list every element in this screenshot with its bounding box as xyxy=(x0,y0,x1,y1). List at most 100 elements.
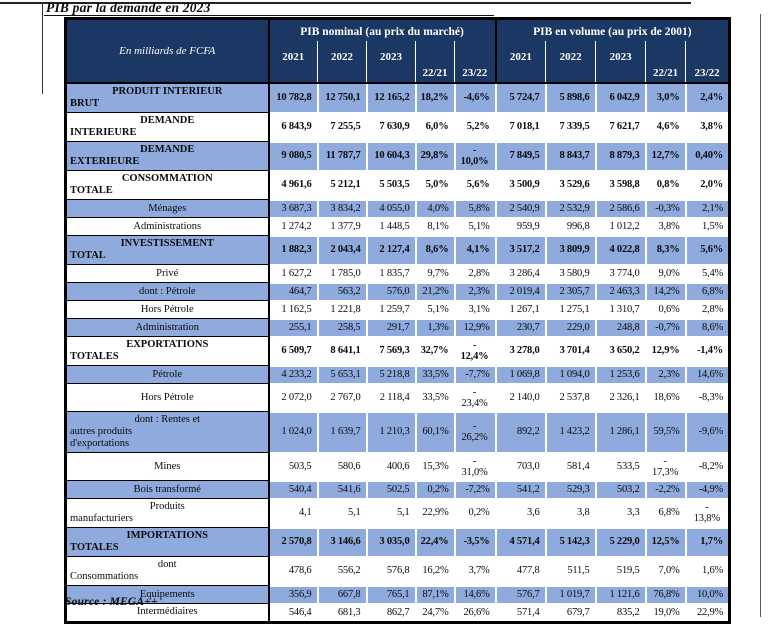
value-cell: 248,8 xyxy=(594,317,647,338)
value-cell: -7,7% xyxy=(453,364,497,385)
value-cell: 681,3 xyxy=(316,602,368,623)
value-cell: 229,0 xyxy=(544,317,597,338)
value-cell: 3,8 xyxy=(544,497,597,529)
row-label: Ménages xyxy=(65,199,270,218)
value-cell: 5 653,1 xyxy=(316,364,368,385)
value-cell: -4,9% xyxy=(684,479,731,500)
value-cell: 22,4% xyxy=(414,526,456,558)
value-cell: 576,8 xyxy=(365,555,417,587)
value-cell: 576,7 xyxy=(494,584,547,605)
value-cell: 1 448,5 xyxy=(365,216,417,237)
row-label-line: TOTALES xyxy=(70,351,119,362)
value-cell: 5 503,5 xyxy=(365,169,417,201)
row-label: Equipements xyxy=(65,585,270,604)
value-cell: 959,9 xyxy=(494,216,547,237)
value-cell: 529,3 xyxy=(544,479,597,500)
value-cell: 5,4% xyxy=(684,263,731,284)
value-cell: -0,3% xyxy=(644,198,687,219)
row-label-line: Hors Pétrole xyxy=(140,391,194,403)
value-cell: 9,0% xyxy=(644,263,687,284)
value-cell: 5,0% xyxy=(414,169,456,201)
row-label-line: Consommations xyxy=(70,571,139,582)
year-column-header: 2021 xyxy=(494,41,546,84)
value-cell: 4 022,8 xyxy=(594,234,647,266)
value-cell: 5,1% xyxy=(414,299,456,320)
value-cell: 3,8% xyxy=(644,216,687,237)
table-row: dont : Pétrole 464,7 563,2 576,0 21,2% 2,3% 2 … xyxy=(65,281,731,302)
row-label-line: autres produits xyxy=(70,426,133,437)
row-label: Administration xyxy=(65,318,270,337)
table-row: DEMANDE INTERIEURE 6 843,9 7 255,5 7 630,9 6,… xyxy=(65,111,731,143)
year-column-header: 2022 xyxy=(545,41,596,84)
value-cell: 4,1 xyxy=(267,497,319,529)
row-label-line: TOTAL xyxy=(70,250,106,261)
row-label: Mines xyxy=(65,452,270,481)
value-cell: 4 571,4 xyxy=(494,526,547,558)
value-cell: 1 274,2 xyxy=(267,216,319,237)
value-cell: 3 035,0 xyxy=(365,526,417,558)
row-label: CONSOMMATION TOTALE xyxy=(65,170,270,200)
value-cell: 2 540,9 xyxy=(494,198,547,219)
value-cell: 3 529,6 xyxy=(544,169,597,201)
value-cell: 4,6% xyxy=(644,111,687,143)
value-cell: 2,8% xyxy=(684,299,731,320)
value-cell: 519,5 xyxy=(594,555,647,587)
value-cell: 59,5% xyxy=(644,410,687,454)
row-label-line: TOTALES xyxy=(70,542,119,553)
row-label-line: Hors Pétrole xyxy=(140,303,194,315)
row-label: DEMANDE INTERIEURE xyxy=(65,112,270,142)
value-cell: 576,0 xyxy=(365,281,417,302)
value-cell: 1 627,2 xyxy=(267,263,319,284)
group-header-nominal: PIB nominal (au prix du marché) xyxy=(268,18,496,41)
value-cell: 1 221,8 xyxy=(316,299,368,320)
value-cell: 14,6% xyxy=(453,584,497,605)
value-cell: 3,1% xyxy=(453,299,497,320)
value-cell: 6 843,9 xyxy=(267,111,319,143)
value-cell: 2,3% xyxy=(453,281,497,302)
value-cell: 1 286,1 xyxy=(594,410,647,454)
value-cell: 4 961,6 xyxy=(267,169,319,201)
value-cell: 7 255,5 xyxy=(316,111,368,143)
value-cell: 5 898,6 xyxy=(544,82,597,114)
value-cell: 5,1% xyxy=(453,216,497,237)
row-label-line: IMPORTATIONS xyxy=(126,530,209,541)
value-cell: 2 305,7 xyxy=(544,281,597,302)
value-cell: 2 586,6 xyxy=(594,198,647,219)
value-cell: 3,7% xyxy=(453,555,497,587)
value-cell: - 23,4% xyxy=(453,382,497,413)
value-cell: 3 286,4 xyxy=(494,263,547,284)
row-label: IMPORTATIONS TOTALES xyxy=(65,527,270,557)
value-cell: 477,8 xyxy=(494,555,547,587)
value-cell: 667,8 xyxy=(316,584,368,605)
value-cell: 2 127,4 xyxy=(365,234,417,266)
value-cell: 258,5 xyxy=(316,317,368,338)
value-cell: 60,1% xyxy=(414,410,456,454)
value-cell: 9,7% xyxy=(414,263,456,284)
row-label: INVESTISSEMENT TOTAL xyxy=(65,235,270,265)
value-cell: 7 621,7 xyxy=(594,111,647,143)
value-cell: 14,2% xyxy=(644,281,687,302)
value-cell: 255,1 xyxy=(267,317,319,338)
row-label: dont : Rentes et autres produits d'exporta… xyxy=(65,411,270,453)
value-cell: 5 724,7 xyxy=(494,82,547,114)
value-cell: 10 782,8 xyxy=(267,82,319,114)
row-label: Hors Pétrole xyxy=(65,383,270,412)
value-cell: 19,0% xyxy=(644,602,687,623)
value-cell: 478,6 xyxy=(267,555,319,587)
value-cell: 3 500,9 xyxy=(494,169,547,201)
value-cell: 5,6% xyxy=(453,169,497,201)
value-cell: -1,4% xyxy=(684,335,731,367)
row-label-line: dont : Pétrole xyxy=(138,285,196,297)
year-column-header: 2023 xyxy=(595,41,646,84)
row-label: Administrations xyxy=(65,217,270,236)
value-cell: 892,2 xyxy=(494,410,547,454)
row-label-line: Privé xyxy=(156,267,179,279)
value-cell: 5,2% xyxy=(453,111,497,143)
page-border-top xyxy=(0,2,691,4)
row-label-line: TOTALE xyxy=(70,185,113,196)
value-cell: - 10,0% xyxy=(453,140,497,172)
value-cell: 24,7% xyxy=(414,602,456,623)
ratio-column-header: 23/22 xyxy=(453,41,496,84)
row-label: dont : Pétrole xyxy=(65,282,270,301)
value-cell: 1 012,2 xyxy=(594,216,647,237)
